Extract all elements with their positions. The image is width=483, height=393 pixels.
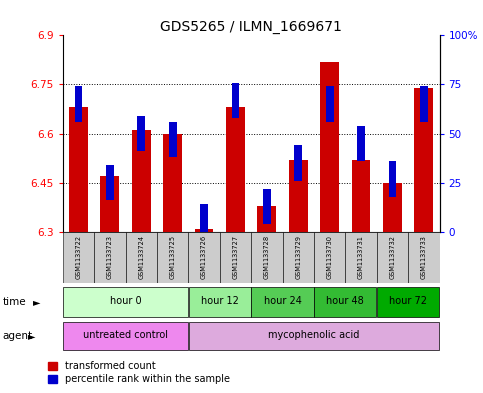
Text: GSM1133724: GSM1133724	[138, 235, 144, 279]
Bar	[420, 86, 428, 122]
Bar	[106, 165, 114, 200]
Bar	[132, 130, 151, 232]
Text: GSM1133729: GSM1133729	[295, 235, 301, 279]
Bar	[200, 204, 208, 240]
Bar	[74, 86, 83, 122]
FancyBboxPatch shape	[189, 286, 251, 317]
Title: GDS5265 / ILMN_1669671: GDS5265 / ILMN_1669671	[160, 20, 342, 34]
Text: untreated control: untreated control	[83, 331, 168, 340]
FancyBboxPatch shape	[63, 232, 94, 283]
Text: GSM1133733: GSM1133733	[421, 235, 427, 279]
Bar	[163, 134, 182, 232]
Bar	[289, 160, 308, 232]
FancyBboxPatch shape	[377, 286, 439, 317]
Bar	[263, 189, 271, 224]
FancyBboxPatch shape	[408, 232, 440, 283]
Text: GSM1133730: GSM1133730	[327, 235, 333, 279]
Text: GSM1133732: GSM1133732	[389, 235, 396, 279]
FancyBboxPatch shape	[63, 286, 188, 317]
FancyBboxPatch shape	[126, 232, 157, 283]
FancyBboxPatch shape	[377, 232, 408, 283]
FancyBboxPatch shape	[345, 232, 377, 283]
Bar	[383, 183, 402, 232]
Text: ►: ►	[28, 331, 36, 341]
FancyBboxPatch shape	[157, 232, 188, 283]
FancyBboxPatch shape	[251, 232, 283, 283]
Bar	[326, 86, 334, 122]
Bar	[352, 160, 370, 232]
FancyBboxPatch shape	[94, 232, 126, 283]
Bar	[414, 88, 433, 232]
FancyBboxPatch shape	[314, 286, 376, 317]
Text: GSM1133725: GSM1133725	[170, 235, 176, 279]
Bar	[294, 145, 302, 181]
Text: GSM1133728: GSM1133728	[264, 235, 270, 279]
FancyBboxPatch shape	[189, 322, 439, 350]
Legend: transformed count, percentile rank within the sample: transformed count, percentile rank withi…	[48, 361, 230, 384]
Bar	[257, 206, 276, 232]
FancyBboxPatch shape	[220, 232, 251, 283]
Text: hour 24: hour 24	[264, 296, 301, 306]
Text: GSM1133722: GSM1133722	[75, 235, 82, 279]
Text: ►: ►	[33, 297, 41, 307]
FancyBboxPatch shape	[188, 232, 220, 283]
Text: hour 72: hour 72	[389, 296, 427, 306]
Bar	[226, 107, 245, 232]
Bar	[100, 176, 119, 232]
Text: hour 48: hour 48	[327, 296, 364, 306]
Text: time: time	[2, 297, 26, 307]
Text: GSM1133731: GSM1133731	[358, 235, 364, 279]
FancyBboxPatch shape	[314, 232, 345, 283]
Text: agent: agent	[2, 331, 32, 341]
FancyBboxPatch shape	[63, 322, 188, 350]
Text: GSM1133726: GSM1133726	[201, 235, 207, 279]
Bar	[231, 83, 240, 118]
Text: GSM1133723: GSM1133723	[107, 235, 113, 279]
Bar	[69, 107, 88, 232]
Text: hour 12: hour 12	[201, 296, 239, 306]
Bar	[388, 161, 397, 196]
Bar	[357, 126, 365, 161]
Bar	[169, 122, 177, 157]
Bar	[137, 116, 145, 151]
Text: mycophenolic acid: mycophenolic acid	[268, 331, 360, 340]
FancyBboxPatch shape	[252, 286, 313, 317]
FancyBboxPatch shape	[283, 232, 314, 283]
Bar	[195, 229, 213, 232]
Text: GSM1133727: GSM1133727	[232, 235, 239, 279]
Text: hour 0: hour 0	[110, 296, 142, 306]
Bar	[320, 62, 339, 232]
